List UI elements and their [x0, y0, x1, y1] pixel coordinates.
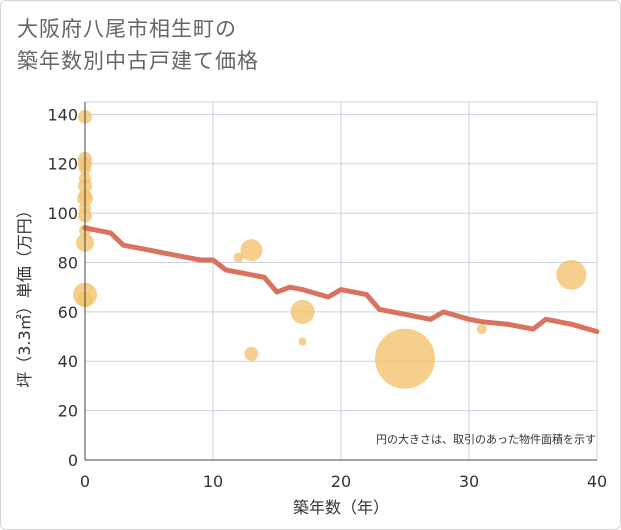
- grid-layer: [84, 101, 598, 461]
- y-axis-title: 坪（3.3㎡）単価（万円）: [15, 202, 34, 387]
- y-tick-label: 0: [68, 451, 78, 470]
- data-bubble: [476, 324, 487, 335]
- x-tick-label: 20: [331, 472, 351, 491]
- data-bubble: [556, 259, 587, 290]
- chart-title-line-1: 大阪府八尾市相生町の: [17, 17, 237, 41]
- chart-title-line-2: 築年数別中古戸建て価格: [17, 49, 259, 73]
- x-tick-label: 10: [203, 472, 223, 491]
- data-bubble: [233, 252, 244, 263]
- trend-line: [82, 225, 600, 335]
- x-tick-label: 0: [80, 472, 90, 491]
- y-tick-label: 140: [47, 105, 78, 124]
- y-tick-label: 20: [58, 402, 78, 421]
- chart-title: 大阪府八尾市相生町の 築年数別中古戸建て価格: [17, 13, 259, 77]
- data-bubble: [290, 299, 315, 324]
- y-tick-label: 80: [58, 253, 78, 272]
- data-bubble: [240, 239, 263, 262]
- y-tick-label: 40: [58, 352, 78, 371]
- data-bubble: [298, 337, 307, 346]
- y-tick-label: 100: [47, 204, 78, 223]
- x-axis-title: 築年数（年）: [293, 498, 389, 517]
- axis-layer: 0 10 20 30 40 0 20 40 60 80 100 120 140: [47, 102, 607, 491]
- y-tick-label: 60: [58, 303, 78, 322]
- size-legend-note: 円の大きさは、取引のあった物件面積を示す: [376, 432, 596, 446]
- data-bubble: [244, 346, 259, 361]
- y-tick-label: 120: [47, 155, 78, 174]
- data-bubble: [375, 328, 435, 389]
- trend-layer: [82, 225, 600, 335]
- x-tick-label: 40: [587, 472, 607, 491]
- x-tick-label: 30: [459, 472, 479, 491]
